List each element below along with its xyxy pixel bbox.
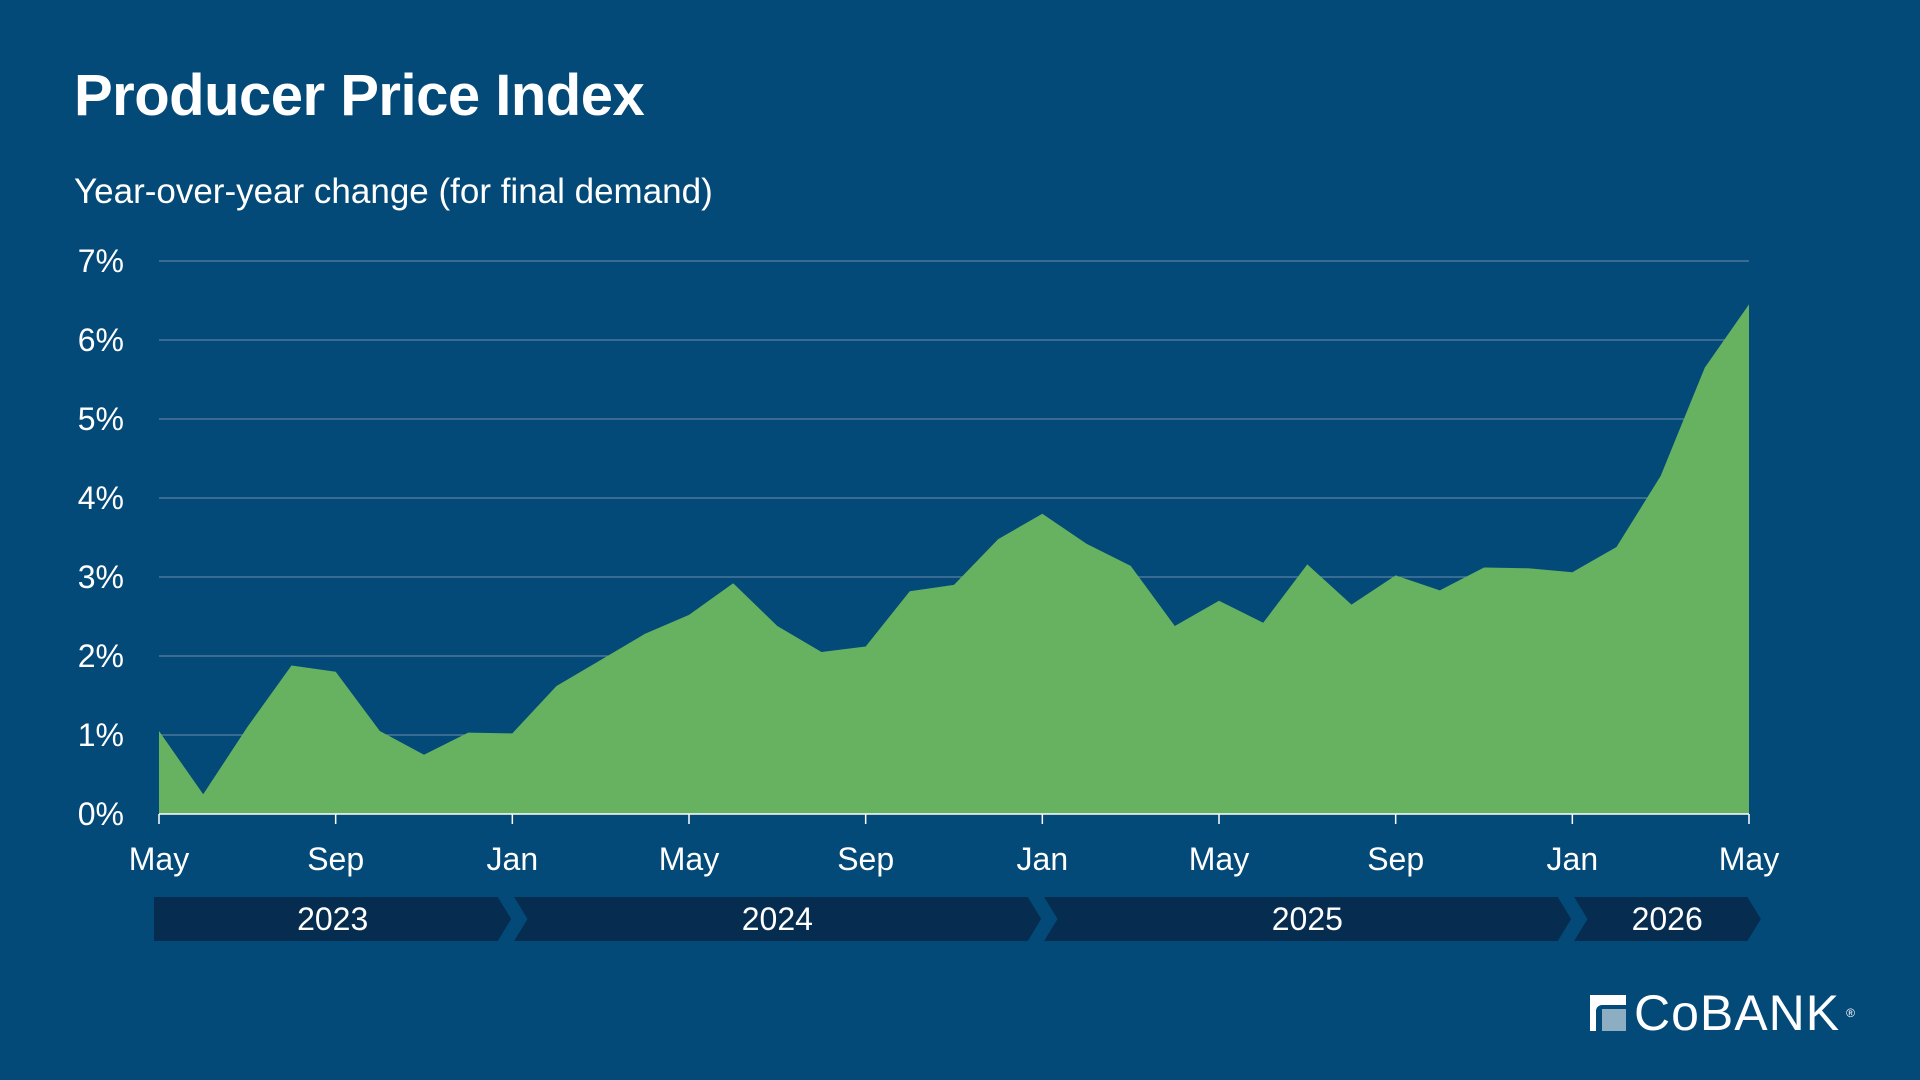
x-axis xyxy=(158,813,1750,824)
year-segment xyxy=(1040,895,1574,943)
x-tick-label: Jan xyxy=(1547,841,1599,877)
year-label: 2025 xyxy=(1272,901,1343,937)
x-tick-label: May xyxy=(659,841,719,877)
area-series xyxy=(159,304,1749,814)
x-tick-label: May xyxy=(1189,841,1249,877)
chart-subtitle: Year-over-year change (for final demand) xyxy=(74,172,713,211)
y-tick-label: 7% xyxy=(78,243,124,279)
y-axis: 0% 1% 2% 3% 4% 5% 6% 7% xyxy=(78,243,124,832)
x-tick-label: May xyxy=(129,841,189,877)
year-label: 2026 xyxy=(1632,901,1703,937)
year-segment xyxy=(152,895,514,943)
x-tick-label: Sep xyxy=(307,841,364,877)
area-fill xyxy=(159,304,1749,814)
y-tick-label: 4% xyxy=(78,480,124,516)
year-band: 2023 2024 2025 2026 xyxy=(152,895,1764,943)
y-tick-label: 5% xyxy=(78,401,124,437)
x-tick-label: Jan xyxy=(487,841,539,877)
y-tick-label: 3% xyxy=(78,559,124,595)
year-segment xyxy=(510,895,1044,943)
logo-registered-mark: ® xyxy=(1846,1006,1855,1020)
x-tick-label: Sep xyxy=(1367,841,1424,877)
x-tick-labels: May Sep Jan May Sep Jan May Sep Jan May xyxy=(129,841,1779,877)
x-tick-label: Jan xyxy=(1017,841,1069,877)
logo-wordmark: CoBANK xyxy=(1634,985,1841,1041)
year-label: 2024 xyxy=(742,901,813,937)
y-tick-label: 1% xyxy=(78,717,124,753)
chart-title: Producer Price Index xyxy=(74,63,645,128)
y-tick-label: 6% xyxy=(78,322,124,358)
y-tick-label: 0% xyxy=(78,796,124,832)
year-segment xyxy=(1570,895,1764,943)
x-tick-label: May xyxy=(1719,841,1779,877)
x-tick-label: Sep xyxy=(837,841,894,877)
y-tick-label: 2% xyxy=(78,638,124,674)
year-label: 2023 xyxy=(297,901,368,937)
cobank-logo-icon xyxy=(1590,995,1626,1031)
cobank-logo: CoBANK ® xyxy=(1588,984,1855,1042)
